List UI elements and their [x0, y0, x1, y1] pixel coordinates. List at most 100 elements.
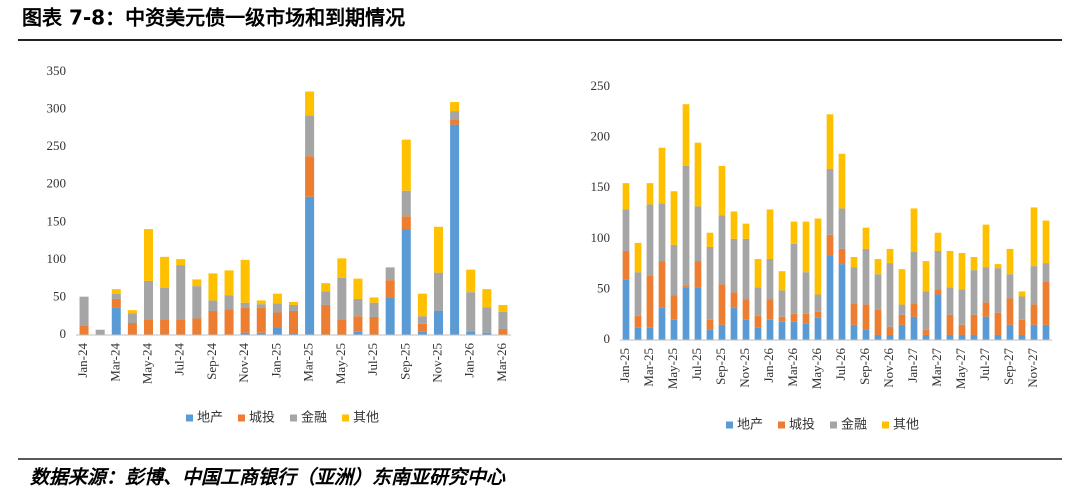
bar-segment	[127, 313, 137, 323]
legend-swatch	[290, 414, 297, 422]
bar-segment	[288, 301, 299, 305]
x-tick-label: Jul-25	[365, 343, 380, 376]
bar-segment	[982, 267, 990, 303]
bar-segment	[450, 124, 460, 335]
x-tick-label: Nov-25	[737, 348, 752, 388]
bar-segment	[369, 316, 379, 335]
bar-segment	[718, 324, 726, 340]
bar-segment	[321, 291, 331, 305]
bar-segment	[305, 196, 315, 335]
bar-segment	[766, 259, 774, 300]
bar-segment	[670, 191, 678, 245]
bar-segment	[321, 304, 331, 335]
bar-segment	[1042, 220, 1050, 264]
x-tick-label: Jan-25	[268, 343, 283, 378]
bar-segment	[934, 294, 942, 340]
x-tick-label: May-25	[665, 348, 680, 389]
bar-segment	[646, 183, 654, 205]
bar-segment	[730, 307, 738, 340]
bar-segment	[910, 251, 918, 304]
bar-segment	[622, 279, 630, 340]
legend-swatch	[778, 421, 785, 429]
bar-segment	[482, 289, 492, 308]
bar-segment	[385, 297, 395, 335]
bar-segment	[670, 295, 678, 320]
bar-segment	[634, 242, 642, 273]
bar-segment	[482, 307, 492, 333]
x-tick-label: Jul-25	[689, 348, 704, 381]
bar-segment	[192, 286, 202, 319]
bar-segment	[826, 114, 834, 169]
bar-segment	[224, 270, 234, 296]
bar-segment	[910, 316, 918, 340]
bar-segment	[401, 190, 411, 217]
bar-segment	[850, 257, 858, 268]
x-tick-label: Jul-26	[833, 348, 848, 381]
x-tick-label: Sep-26	[857, 348, 872, 385]
source-note: 数据来源：彭博、中国工商银行（亚洲）东南亚研究中心	[30, 467, 506, 489]
x-tick-label: Nov-26	[881, 348, 896, 388]
x-tick-label: Jan-26	[462, 343, 477, 378]
bar-segment	[305, 91, 315, 116]
y-tick-label: 0	[604, 331, 611, 346]
bar-segment	[790, 313, 798, 322]
bar-segment	[498, 328, 508, 335]
bar-segment	[192, 318, 202, 335]
bar-segment	[79, 296, 89, 326]
bar-segment	[682, 287, 690, 340]
bar-segment	[337, 277, 347, 320]
bar-segment	[433, 272, 444, 311]
bar-segment	[706, 246, 714, 320]
bar-segment	[1030, 324, 1038, 340]
bar-segment	[910, 303, 918, 317]
bar-segment	[826, 234, 834, 257]
bar-segment	[742, 238, 750, 300]
legend-label: 城投	[249, 410, 275, 426]
bar-segment	[706, 232, 714, 247]
x-tick-label: Nov-25	[429, 343, 444, 383]
bar-segment	[111, 298, 121, 308]
bar-segment	[1042, 281, 1050, 325]
bar-segment	[946, 314, 954, 335]
bar-segment	[970, 270, 978, 315]
bar-segment	[754, 327, 762, 340]
bar-segment	[826, 168, 834, 235]
bar-segment	[272, 327, 282, 335]
bar-segment	[886, 334, 894, 340]
bar-segment	[970, 334, 978, 340]
y-tick-label: 250	[591, 78, 611, 93]
bar-segment	[646, 275, 654, 328]
bar-segment	[1042, 263, 1050, 282]
bar-segment	[433, 226, 444, 273]
bar-segment	[1018, 291, 1026, 297]
bar-segment	[111, 289, 121, 294]
bar-segment	[886, 248, 894, 264]
bar-segment	[898, 324, 906, 340]
x-tick-label: Mar-24	[107, 343, 122, 382]
bar-segment	[466, 269, 476, 293]
bar-segment	[272, 303, 282, 313]
bar-segment	[658, 147, 666, 204]
bar-segment	[466, 292, 476, 332]
bar-segment	[946, 334, 954, 340]
bar-segment	[288, 333, 299, 335]
bar-segment	[814, 218, 822, 295]
bar-segment	[874, 259, 882, 275]
bar-segment	[742, 223, 750, 239]
bar-segment	[160, 287, 170, 320]
bar-segment	[658, 307, 666, 340]
y-tick-label: 100	[47, 251, 67, 266]
bar-segment	[256, 307, 266, 333]
bar-segment	[994, 334, 1002, 340]
bar-segment	[934, 250, 942, 290]
legend-label: 城投	[789, 417, 815, 433]
bar-segment	[95, 329, 105, 335]
bar-segment	[176, 319, 186, 335]
y-tick-label: 200	[591, 129, 611, 144]
bar-segment	[646, 327, 654, 340]
bar-segment	[127, 310, 137, 314]
bar-segment	[224, 295, 234, 310]
bar-segment	[385, 267, 395, 281]
bar-segment	[224, 309, 234, 335]
legend-swatch	[238, 414, 245, 422]
